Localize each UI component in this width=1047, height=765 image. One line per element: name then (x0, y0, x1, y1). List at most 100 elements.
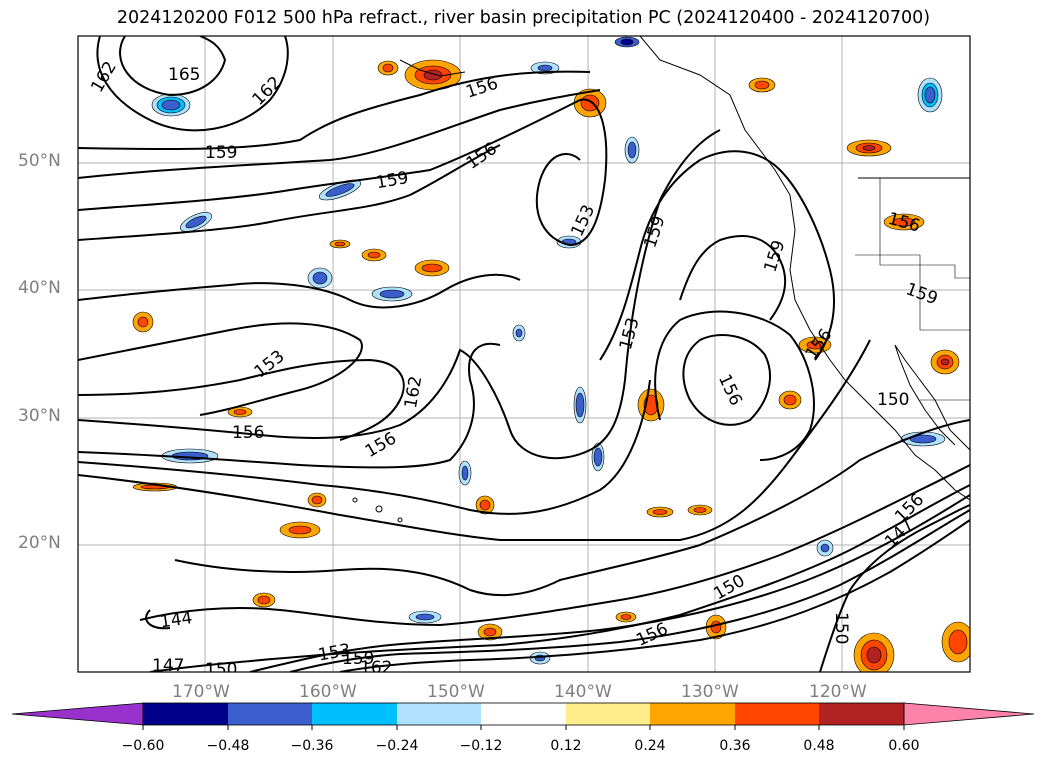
positive-patch (252, 592, 276, 608)
coastlines (352, 36, 970, 523)
positive-patch (227, 406, 253, 418)
contour-line (78, 339, 871, 542)
lon-label-170w: 170°W (172, 682, 230, 702)
contour-line (78, 98, 608, 247)
negative-patch (917, 77, 943, 113)
positive-patch (404, 59, 462, 91)
contour-label: 162 (360, 658, 392, 678)
lon-label-150w: 150°W (427, 682, 485, 702)
colorbar-extend-high (903, 702, 1035, 726)
contour-line (78, 144, 501, 241)
lat-label-20n: 20°N (18, 533, 61, 553)
colorbar-tick-label: −0.12 (459, 738, 503, 754)
contour-line (289, 509, 970, 672)
hawaii-island (375, 505, 383, 513)
contour-label: 165 (168, 65, 200, 85)
colorbar-bin (397, 703, 481, 725)
positive-patch (853, 632, 895, 672)
positive-patch (132, 311, 154, 333)
positive-patch (748, 77, 776, 93)
colorbar-bin (566, 703, 650, 725)
contour-line (78, 379, 651, 515)
negative-patch (614, 36, 640, 48)
positive-patch (941, 621, 970, 663)
positive-patch (477, 623, 503, 641)
contour-label: 150 (877, 390, 909, 410)
negative-patch (408, 610, 442, 624)
contour-line (599, 150, 836, 361)
positive-patch (687, 504, 713, 516)
negative-patch (151, 93, 191, 117)
contour-label: 150 (205, 660, 237, 680)
positive-patch (414, 259, 450, 277)
contour-label: 147 (152, 656, 184, 676)
positive-patch (475, 495, 495, 515)
map-background (78, 36, 970, 672)
contour-line (139, 464, 970, 627)
colorbar-bin (312, 703, 397, 725)
contour-line (682, 334, 771, 426)
colorbar-bin (481, 703, 566, 725)
contour-line (119, 36, 227, 97)
lon-label-120w: 120°W (809, 682, 867, 702)
negative-patch (900, 431, 946, 447)
negative-patch (180, 212, 212, 232)
positive-patch (883, 213, 925, 231)
negative-patch (591, 442, 605, 472)
negative-patch (512, 324, 526, 342)
map-panel: 162 165 162 156 156 159 159 153 159 159 … (77, 35, 971, 680)
alaska-peninsula (399, 59, 466, 77)
contour-line (174, 419, 970, 597)
lat-label-40n: 40°N (18, 278, 61, 298)
contour-label: 144 (159, 608, 194, 632)
colorbar (11, 702, 1035, 730)
positive-patch (846, 139, 892, 157)
colorbar-extend-low (11, 702, 144, 726)
lon-label-160w: 160°W (299, 682, 357, 702)
contour-line (149, 484, 970, 672)
colorbar-tick-label: 0.60 (888, 738, 920, 754)
contour-label: 156 (232, 423, 264, 443)
colorbar-tick-label: 0.36 (719, 738, 751, 754)
lat-label-30n: 30°N (18, 406, 61, 426)
contour-label: 159 (205, 143, 237, 163)
contour-label: 159 (342, 649, 374, 669)
contour-line (78, 129, 721, 460)
colorbar-bin (143, 703, 228, 725)
positive-patch (930, 349, 960, 375)
colorbar-tick-label: 0.48 (803, 738, 835, 754)
contour-line (339, 519, 970, 672)
map-frame (77, 35, 971, 673)
colorbar-frame (142, 702, 905, 726)
north-america-coastline (639, 36, 970, 501)
contour-line (78, 70, 591, 151)
contour-line (78, 273, 521, 309)
contour-line (145, 609, 171, 630)
contour-line (78, 89, 601, 179)
contour-line (78, 322, 363, 416)
negative-patch (816, 539, 834, 557)
positive-patch (279, 521, 321, 539)
positive-patch (778, 390, 802, 410)
lat-label-50n: 50°N (18, 151, 61, 171)
state-borders (855, 254, 970, 331)
negative-patch (624, 136, 640, 164)
negative-patch (573, 386, 587, 424)
positive-patch (615, 611, 637, 623)
contour-line (819, 504, 970, 672)
negative-patch (458, 460, 472, 486)
contour-line (679, 235, 787, 321)
contour-line (654, 310, 815, 461)
colorbar-tick-label: −0.60 (121, 738, 165, 754)
negative-patch (307, 267, 333, 289)
positive-patch (361, 248, 387, 262)
positive-patch (646, 506, 674, 518)
contour-label: 150 (831, 612, 851, 644)
map-title: 2024120200 F012 500 hPa refract., river … (116, 8, 931, 28)
colorbar-tick-label: 0.12 (550, 738, 582, 754)
positive-patch (377, 60, 399, 76)
colorbar-tick-label: −0.36 (290, 738, 334, 754)
colorbar-bin (819, 703, 904, 725)
contour-line (96, 36, 289, 132)
